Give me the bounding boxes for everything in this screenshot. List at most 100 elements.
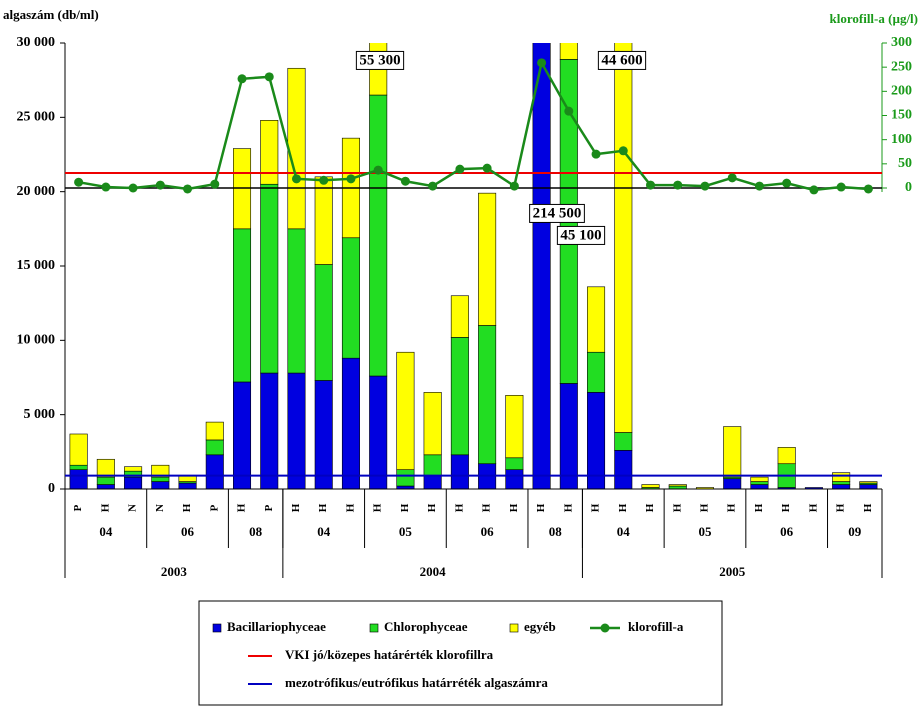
bar-segment <box>641 484 660 488</box>
month-label: 06 <box>481 524 495 539</box>
bar-segment <box>450 337 469 456</box>
bar-segment <box>614 450 633 490</box>
bar-segment <box>587 351 606 393</box>
line-marker <box>564 106 574 116</box>
x-tick-label: H <box>726 503 738 512</box>
bar-segment <box>233 228 252 383</box>
bar-segment <box>369 375 388 490</box>
x-tick-label: H <box>317 503 329 512</box>
month-label: 04 <box>99 524 113 539</box>
x-tick-label: H <box>590 503 602 512</box>
bar-segment <box>124 466 143 472</box>
bar-segment <box>750 476 769 482</box>
line-marker <box>591 149 601 159</box>
line-marker <box>673 180 683 190</box>
line-marker <box>863 184 873 194</box>
bar-segment <box>478 192 497 326</box>
legend-label: klorofill-a <box>628 619 684 634</box>
y-tick-label: 10 000 <box>17 333 56 348</box>
bar-segment <box>69 464 88 470</box>
bar-segment <box>151 481 170 490</box>
x-tick-label: H <box>753 503 765 512</box>
y2-tick-label: 50 <box>898 156 912 171</box>
line-marker <box>155 180 165 190</box>
bar-segment <box>124 476 143 490</box>
y2-axis-title: klorofill-a (µg/l) <box>830 11 919 26</box>
annotation: 214 500 <box>533 205 582 221</box>
bar-segment <box>587 286 606 353</box>
bar-segment <box>260 372 279 490</box>
x-tick-label: P <box>263 504 275 511</box>
line-marker <box>346 174 356 184</box>
month-label: 05 <box>399 524 413 539</box>
line-marker <box>455 164 465 174</box>
bar-segment <box>423 454 442 476</box>
annotation: 55 300 <box>359 52 400 68</box>
bar-segment <box>859 481 878 484</box>
bar-segment <box>287 67 306 230</box>
x-tick-label: N <box>154 504 166 512</box>
bar-segment <box>69 469 88 490</box>
x-tick-label: N <box>127 504 139 512</box>
month-label: 04 <box>617 524 631 539</box>
legend-label: VKI jó/közepes határérték klorofillra <box>285 647 494 662</box>
y-tick-label: 20 000 <box>17 184 56 199</box>
line-marker <box>836 182 846 192</box>
y-axis-title: algaszám (db/ml) <box>3 7 99 22</box>
line-marker <box>183 184 193 194</box>
line-marker <box>782 178 792 188</box>
x-tick-label: H <box>481 503 493 512</box>
year-label: 2003 <box>161 564 188 579</box>
legend-swatch <box>369 623 379 633</box>
bar-segment <box>750 481 769 485</box>
plot-area <box>69 43 878 490</box>
month-label: 08 <box>549 524 563 539</box>
bar-segment <box>423 475 442 490</box>
line-marker <box>319 175 329 185</box>
line-marker <box>646 180 656 190</box>
bar-segment <box>396 351 415 470</box>
line-marker <box>210 179 220 189</box>
x-tick-label: P <box>208 504 220 511</box>
line-marker <box>237 74 247 84</box>
legend-label: egyéb <box>524 619 556 634</box>
bar-segment <box>478 325 497 465</box>
bar-segment <box>369 43 388 96</box>
line-marker <box>727 173 737 183</box>
y-tick-label: 15 000 <box>17 258 56 273</box>
x-tick-label: H <box>644 503 656 512</box>
annotation-box <box>355 50 405 70</box>
x-tick-label: H <box>671 503 683 512</box>
bar-segment <box>260 183 279 374</box>
x-tick-label: H <box>344 503 356 512</box>
x-tick-label: H <box>780 503 792 512</box>
bar-segment <box>151 476 170 482</box>
bar-segment <box>505 395 524 459</box>
line-marker <box>74 177 84 187</box>
y2-tick-label: 100 <box>891 132 912 147</box>
bar-segment <box>69 433 88 466</box>
line-marker <box>509 181 519 191</box>
x-tick-label: H <box>508 503 520 512</box>
y-tick-label: 30 000 <box>17 35 56 50</box>
line-marker <box>264 72 274 82</box>
x-tick-label: H <box>399 503 411 512</box>
line-series <box>78 59 869 192</box>
month-label: 08 <box>249 524 263 539</box>
y2-tick-label: 0 <box>905 180 912 195</box>
bar-segment <box>205 454 224 490</box>
x-tick-label: H <box>562 503 574 512</box>
bar-segment <box>341 357 360 490</box>
bar-segment <box>723 426 742 478</box>
bar-segment <box>832 472 851 482</box>
bar-segment <box>341 237 360 359</box>
x-tick-label: H <box>290 503 302 512</box>
y2-tick-label: 150 <box>891 108 912 123</box>
line-marker <box>754 181 764 191</box>
annotation-box <box>556 225 606 245</box>
line-marker <box>400 176 410 186</box>
month-label: 06 <box>780 524 794 539</box>
legend-label: mezotrófikus/eutrófikus határréték algas… <box>285 675 548 690</box>
x-tick-label: H <box>453 503 465 512</box>
bar-segment <box>559 383 578 490</box>
